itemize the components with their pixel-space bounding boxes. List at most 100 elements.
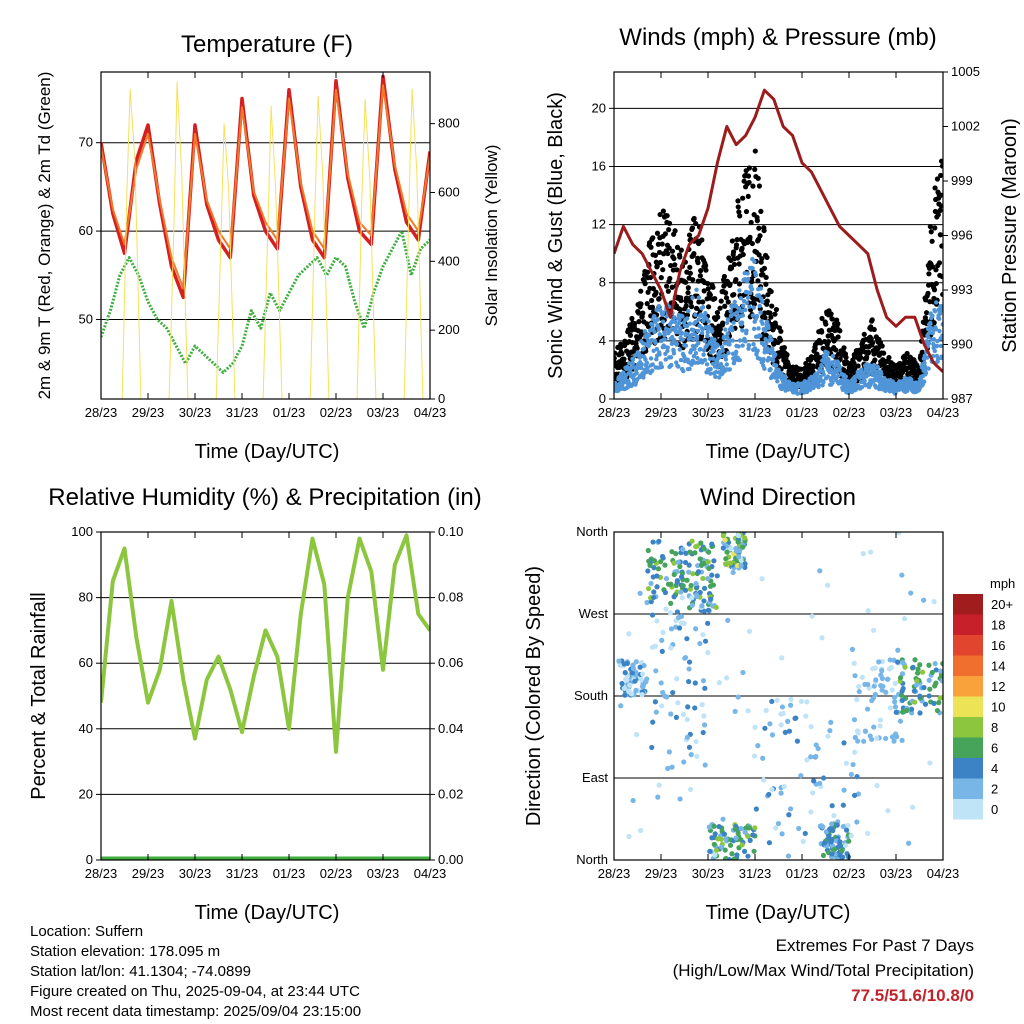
data-point [691,337,696,342]
panel-title: Wind Direction [700,484,856,511]
y-tick-label-right: 999 [951,173,973,188]
data-point [746,165,753,171]
direction-point [671,571,677,578]
direction-point [622,670,628,676]
direction-point [722,856,729,860]
data-point [931,320,937,326]
data-point [706,319,711,324]
direction-point [892,680,898,687]
direction-point [699,702,705,708]
data-point [665,250,671,257]
data-point [929,238,935,244]
direction-point [932,661,938,667]
direction-point [692,705,698,711]
data-point [708,366,713,372]
x-axis-label: Time (Day/UTC) [706,441,851,463]
data-point [720,320,726,326]
data-point [648,356,654,361]
data-point [703,262,709,269]
data-point [734,237,740,243]
direction-point [740,544,746,550]
data-point [730,327,735,333]
direction-point [742,829,748,835]
data-point [923,297,929,303]
x-tick-label: 31/23 [739,866,772,881]
data-point [926,334,931,340]
data-point [928,229,934,235]
direction-point [939,678,943,684]
colorbar-label: 18 [991,618,1005,633]
data-point [723,353,728,359]
direction-point [908,706,915,712]
data-point [752,148,758,154]
data-point [758,333,763,338]
data-point [700,327,705,332]
data-point [818,374,823,379]
data-point [672,228,678,234]
direction-point [735,694,741,700]
colorbar-swatch [953,655,983,676]
direction-point [722,561,729,567]
data-point [627,332,634,338]
direction-point [681,620,687,627]
data-point [703,267,709,273]
direction-point [839,847,845,853]
direction-point [848,771,854,778]
direction-point [662,562,668,568]
data-point [719,344,725,350]
direction-point [668,645,674,651]
direction-point [817,568,823,574]
y-tick-label-right: 993 [951,282,973,297]
direction-point [697,589,703,596]
direction-point [921,684,927,691]
series-line-1 [101,84,430,290]
direction-point [800,838,806,845]
data-point [679,330,685,336]
data-point [872,357,878,363]
data-point [650,235,656,241]
data-point [678,247,684,253]
data-point [662,337,668,342]
data-point [752,259,757,264]
data-point [937,207,943,214]
data-point [718,298,724,304]
data-point [703,310,708,316]
data-point [937,311,943,316]
direction-point [677,796,683,802]
y-tick-label-right: 0.04 [438,721,463,736]
data-point [785,362,792,368]
data-point [881,350,887,356]
y-tick-label-right: 990 [951,337,973,352]
direction-point [877,723,883,729]
y-tick-label: 50 [79,311,93,326]
data-point [755,278,761,284]
direction-point [798,773,804,779]
wind-speed-colorbar: mph 20+ 18 16 14 12 10 8 6 4 2 0 [953,576,1015,820]
data-point [879,371,884,377]
data-point [938,203,943,209]
data-point [750,183,756,189]
direction-point [931,599,937,605]
direction-point [829,851,835,857]
direction-point [618,703,624,709]
data-point [758,286,764,291]
data-point [707,292,713,298]
direction-point [785,853,792,859]
data-point [725,335,730,340]
direction-point [827,826,833,832]
x-tick-label: 30/23 [179,866,212,881]
data-point [763,341,769,346]
data-point [757,356,763,362]
data-point [660,319,666,324]
y-tick-label-right: 987 [951,391,973,406]
data-point [645,289,651,295]
x-tick-label: 01/23 [273,866,306,881]
direction-point [760,755,766,761]
direction-point [883,735,889,742]
direction-point [773,825,779,831]
data-point [621,356,627,362]
data-point [661,310,666,315]
direction-point [649,744,655,751]
data-point [761,265,768,271]
direction-point [706,549,712,555]
